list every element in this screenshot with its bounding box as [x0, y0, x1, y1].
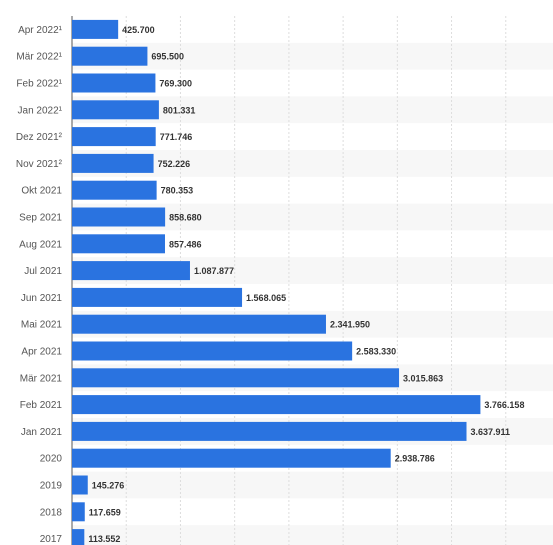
category-label: Aug 2021 — [19, 239, 62, 250]
bar — [72, 180, 157, 200]
value-label: 2.341.950 — [330, 320, 370, 330]
bar — [72, 207, 166, 227]
bar — [72, 234, 165, 254]
value-label: 3.637.911 — [471, 427, 511, 437]
category-labels: Apr 2022¹ Mär 2022¹ Feb 2022¹ Jan 2022¹ Dez … — [16, 25, 63, 545]
category-label: 2017 — [40, 534, 63, 545]
category-label: 2018 — [40, 507, 63, 518]
category-label: Jun 2021 — [21, 293, 63, 304]
category-label: Jan 2021 — [21, 427, 63, 438]
value-label: 771.746 — [160, 132, 193, 142]
category-label: Okt 2021 — [21, 186, 62, 197]
value-label: 857.486 — [169, 239, 202, 249]
bar — [72, 19, 119, 39]
value-label: 113.552 — [88, 534, 120, 544]
bar — [72, 100, 159, 120]
row-stripe — [72, 42, 553, 70]
value-label: 752.226 — [158, 159, 191, 169]
value-label: 1.568.065 — [246, 293, 286, 303]
bar — [72, 341, 353, 361]
bar — [72, 448, 391, 468]
value-label: 3.015.863 — [403, 373, 443, 383]
value-labels: 425.700 695.500 769.300 801.331 771.746 752.2… — [88, 25, 524, 544]
category-label: Apr 2021 — [21, 347, 62, 358]
bars — [72, 19, 481, 545]
bar — [72, 261, 190, 281]
bar — [72, 153, 154, 173]
value-label: 769.300 — [159, 79, 192, 89]
bar — [72, 287, 243, 307]
bar — [72, 421, 467, 441]
bar — [72, 475, 88, 495]
category-label: Sep 2021 — [19, 213, 62, 224]
value-label: 858.680 — [169, 213, 202, 223]
value-label: 695.500 — [151, 52, 184, 62]
value-label: 2.583.330 — [356, 347, 396, 357]
category-label: Feb 2022¹ — [16, 79, 62, 90]
bar — [72, 368, 400, 388]
category-label: Dez 2021² — [16, 132, 63, 143]
bar — [72, 127, 156, 147]
bar — [72, 73, 156, 93]
category-label: Mai 2021 — [21, 320, 63, 331]
value-label: 2.938.786 — [395, 454, 435, 464]
category-label: Mär 2021 — [20, 373, 63, 384]
bar — [72, 46, 148, 66]
bar — [72, 502, 85, 522]
value-label: 1.087.877 — [194, 266, 234, 276]
category-label: Nov 2021² — [16, 159, 63, 170]
row-stripe — [72, 525, 553, 545]
category-label: Feb 2021 — [20, 400, 63, 411]
category-label: Jul 2021 — [24, 266, 62, 277]
bar — [72, 395, 481, 415]
value-label: 3.766.158 — [484, 400, 524, 410]
bar — [72, 529, 85, 545]
value-label: 425.700 — [122, 25, 155, 35]
category-label: 2019 — [40, 481, 63, 492]
value-label: 780.353 — [161, 186, 194, 196]
category-label: Apr 2022¹ — [18, 25, 63, 36]
category-label: Mär 2022¹ — [16, 52, 62, 63]
category-label: Jan 2022¹ — [18, 105, 63, 116]
row-stripe — [72, 471, 553, 499]
value-label: 145.276 — [92, 481, 125, 491]
value-label: 117.659 — [89, 507, 121, 517]
category-label: 2020 — [40, 454, 63, 465]
bar — [72, 314, 326, 334]
value-label: 801.331 — [163, 105, 196, 115]
